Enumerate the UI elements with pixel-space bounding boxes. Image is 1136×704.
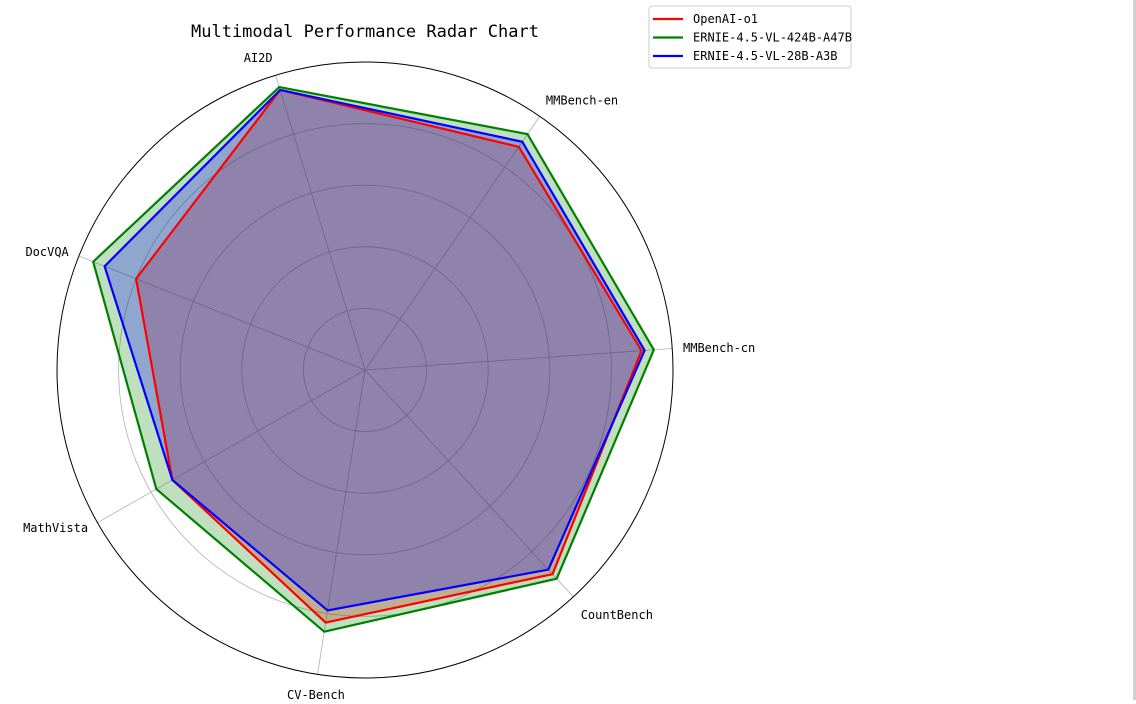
- legend-box: [648, 5, 852, 69]
- legend-label-3: ERNIE-4.5-VL-28B-A3B: [693, 49, 838, 63]
- grid-ring-4: [118, 123, 612, 617]
- grid-ring-2: [241, 246, 489, 494]
- radar-series: [92, 85, 655, 633]
- series-area-2: [93, 87, 654, 632]
- grid-ring-1: [302, 307, 427, 432]
- axis-label-2: MMBench-en: [546, 94, 618, 108]
- radar-outer-frame: [56, 61, 674, 679]
- axis-label-1: MMBench-cn: [683, 341, 755, 355]
- axis-label-7: CountBench: [581, 608, 653, 622]
- axis-label-5: MathVista: [23, 521, 88, 535]
- axis-label-6: CV-Bench: [287, 688, 345, 700]
- window-edge: [1133, 0, 1136, 700]
- grid-spoke-5: [97, 369, 366, 524]
- series-line-1: [134, 88, 643, 624]
- legend: OpenAI-o1 ERNIE-4.5-VL-424B-A47B ERNIE-4.5…: [648, 5, 852, 69]
- axis-label-3: AI2D: [244, 51, 273, 65]
- series-line-3: [103, 88, 646, 612]
- legend-label-1: OpenAI-o1: [693, 12, 758, 26]
- series-area-1: [136, 89, 642, 623]
- axis-label-4: DocVQA: [25, 245, 69, 259]
- grid-spoke-7: [364, 369, 574, 598]
- series-area-3: [104, 89, 645, 611]
- grid-ring-3: [179, 184, 551, 556]
- grid-spoke-3: [275, 75, 366, 371]
- grid-spoke-2: [364, 116, 541, 371]
- grid-spoke-4: [78, 255, 366, 371]
- grid-spoke-1: [364, 348, 673, 371]
- series-line-2: [92, 85, 655, 633]
- chart-title: Multimodal Performance Radar Chart: [191, 22, 539, 42]
- legend-label-2: ERNIE-4.5-VL-424B-A47B: [693, 31, 852, 45]
- axis-labels: MMBench-cn MMBench-en AI2D DocVQA MathVista C…: [23, 51, 755, 702]
